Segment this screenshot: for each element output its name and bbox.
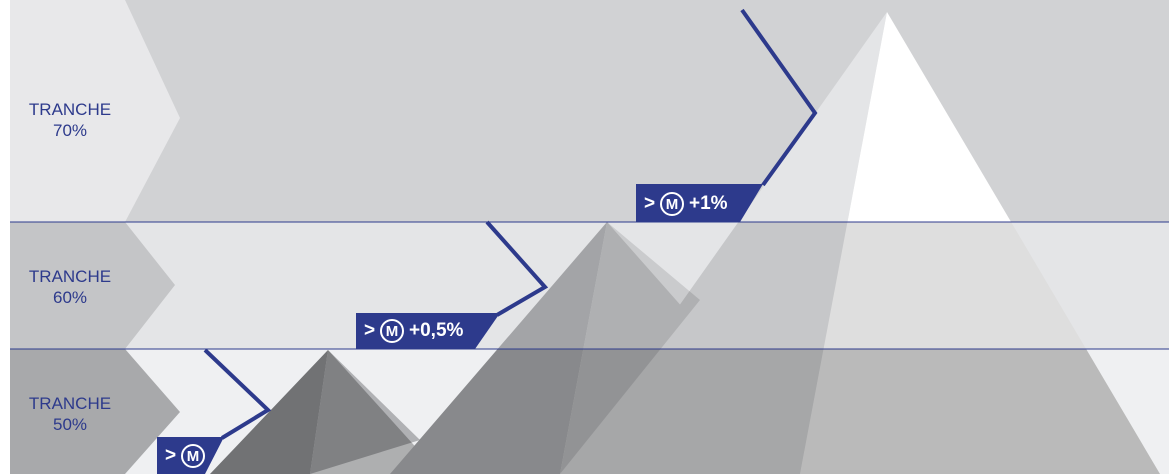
tranche-label: TRANCHE bbox=[29, 100, 111, 119]
tranche-value: 60% bbox=[53, 288, 87, 307]
tranche-label: TRANCHE bbox=[29, 394, 111, 413]
badge-suffix: +0,5% bbox=[409, 320, 464, 341]
badge-circle bbox=[660, 192, 684, 216]
labels: TRANCHE 70% > M +1% TRANCHE 60% > M +0,5% TRANCHE 5… bbox=[29, 100, 728, 468]
badge-symbol: M bbox=[187, 448, 200, 465]
paths bbox=[203, 8, 818, 440]
badge-symbol: M bbox=[386, 323, 399, 340]
tranche-value: 50% bbox=[53, 415, 87, 434]
badge-prefix: > bbox=[644, 193, 655, 214]
tranche-labels-bg bbox=[10, 0, 180, 474]
badge-suffix: +1% bbox=[689, 193, 728, 214]
tranche-label: TRANCHE bbox=[29, 267, 111, 286]
dividers bbox=[10, 221, 1169, 350]
badge-prefix: > bbox=[165, 445, 176, 466]
mountains bbox=[210, 12, 1160, 474]
badge-prefix: > bbox=[364, 320, 375, 341]
tranche-value: 70% bbox=[53, 121, 87, 140]
badge-circle bbox=[380, 319, 404, 343]
badge-symbol: M bbox=[666, 196, 679, 213]
badge-circle bbox=[181, 444, 205, 468]
